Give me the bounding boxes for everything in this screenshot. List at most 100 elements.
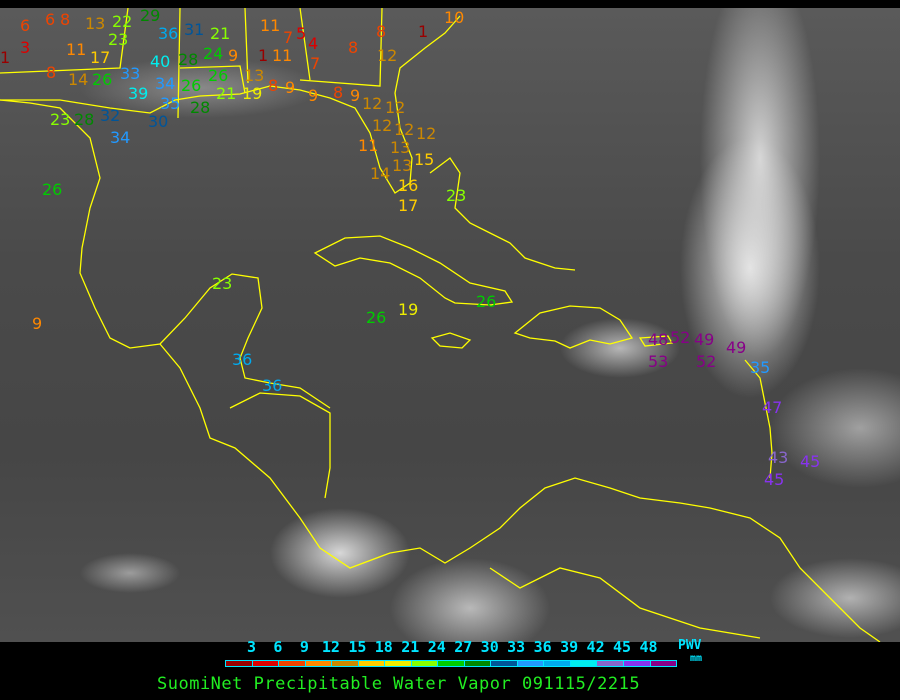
station-pwv-label: 13 — [85, 14, 106, 33]
honduras-coast — [229, 392, 331, 499]
station-pwv-label: 26 — [92, 70, 113, 89]
station-pwv-label: 12 — [377, 46, 398, 65]
station-pwv-label: 36 — [262, 376, 283, 395]
bahamas — [429, 157, 576, 271]
scale-tick-label: 15 — [348, 638, 367, 656]
station-pwv-label: 8 — [376, 22, 387, 41]
station-pwv-label: 13 — [244, 66, 265, 85]
station-pwv-label: 8 — [348, 38, 359, 57]
scale-swatch — [650, 661, 677, 666]
cuba — [313, 235, 514, 306]
scale-swatch — [385, 661, 412, 666]
scale-swatch — [252, 661, 280, 666]
station-pwv-label: 9 — [285, 78, 296, 97]
station-pwv-label: 9 — [350, 86, 361, 105]
station-pwv-label: 34 — [110, 128, 131, 147]
jamaica — [430, 332, 472, 349]
scale-tick-label: 33 — [507, 638, 526, 656]
station-pwv-label: 11 — [260, 16, 281, 35]
station-pwv-label: 12 — [394, 120, 415, 139]
station-pwv-label: 19 — [398, 300, 419, 319]
scale-swatch — [597, 661, 624, 666]
scale-swatch — [332, 661, 359, 666]
station-pwv-label: 52 — [670, 328, 691, 347]
scale-swatch — [226, 661, 253, 666]
scale-swatch — [438, 661, 465, 666]
station-pwv-label: 33 — [120, 64, 141, 83]
scale-tick-label: 36 — [533, 638, 552, 656]
station-pwv-label: 23 — [108, 30, 129, 49]
station-pwv-label: 45 — [764, 470, 785, 489]
station-pwv-label: 9 — [228, 46, 239, 65]
scale-swatch — [464, 661, 492, 666]
station-pwv-label: 12 — [385, 98, 406, 117]
station-pwv-label: 49 — [726, 338, 747, 357]
scale-swatch — [491, 661, 518, 666]
scale-tick-label: 6 — [273, 638, 283, 656]
station-pwv-label: 23 — [212, 274, 233, 293]
scale-tick-label: 21 — [401, 638, 420, 656]
station-pwv-label: 12 — [372, 116, 393, 135]
station-pwv-label: 10 — [444, 8, 465, 27]
station-pwv-label: 26 — [208, 66, 229, 85]
station-pwv-label: 8 — [60, 10, 71, 29]
station-pwv-label: 30 — [148, 112, 169, 131]
station-pwv-label: 26 — [476, 292, 497, 311]
station-pwv-label: 47 — [762, 398, 783, 417]
satellite-imagery — [0, 8, 900, 642]
scale-tick-label: 24 — [427, 638, 446, 656]
station-pwv-label: 9 — [32, 314, 43, 333]
station-pwv-label: 17 — [398, 196, 419, 215]
us-gulf-north-coast — [0, 15, 461, 194]
state-borders — [0, 8, 383, 119]
station-pwv-label: 26 — [42, 180, 63, 199]
station-pwv-label: 21 — [210, 24, 231, 43]
lesser-antilles — [744, 359, 773, 479]
scale-tick-label: 42 — [586, 638, 605, 656]
hispaniola — [513, 305, 634, 349]
scale-tick-label: 30 — [480, 638, 499, 656]
scale-tick-label: 3 — [246, 638, 256, 656]
station-pwv-label: 31 — [184, 20, 205, 39]
station-pwv-label: 21 — [216, 84, 237, 103]
gulf-coast — [0, 99, 331, 409]
scale-swatch — [517, 661, 545, 666]
scale-tick-label: 18 — [374, 638, 393, 656]
scale-tick-label: 9 — [299, 638, 309, 656]
station-pwv-label: 28 — [74, 110, 95, 129]
station-pwv-label: 28 — [190, 98, 211, 117]
color-scale-ticks: 3 6 9 12 15 18 21 24 27 30 33 36 39 42 45 48 — [225, 640, 685, 656]
station-pwv-label: 39 — [128, 84, 149, 103]
station-pwv-label: 16 — [398, 176, 419, 195]
station-pwv-label: 11 — [66, 40, 87, 59]
station-pwv-label: 9 — [308, 86, 319, 105]
station-pwv-label: 1 — [0, 48, 11, 67]
station-pwv-label: 49 — [694, 330, 715, 349]
puerto-rico — [638, 335, 674, 347]
scale-swatch — [570, 661, 598, 666]
station-pwv-label: 1 — [258, 46, 269, 65]
station-pwv-label: 14 — [370, 164, 391, 183]
station-pwv-label: 35 — [750, 358, 771, 377]
station-pwv-label: 13 — [390, 138, 411, 157]
station-pwv-label: 19 — [242, 84, 263, 103]
scale-swatch — [279, 661, 306, 666]
station-pwv-label: 43 — [768, 448, 789, 467]
station-pwv-label: 48 — [648, 330, 669, 349]
station-pwv-label: 28 — [178, 50, 199, 69]
station-pwv-label: 36 — [158, 24, 179, 43]
station-pwv-label: 8 — [268, 76, 279, 95]
scale-swatch — [305, 661, 333, 666]
color-scale-bar — [225, 660, 677, 667]
station-pwv-label: 17 — [90, 48, 111, 67]
station-pwv-label: 35 — [160, 94, 181, 113]
scale-tick-label: 27 — [454, 638, 473, 656]
scale-tick-label: 48 — [639, 638, 658, 656]
station-pwv-label: 6 — [20, 16, 31, 35]
station-pwv-label: 52 — [696, 352, 717, 371]
station-pwv-label: 32 — [100, 106, 121, 125]
station-pwv-label: 26 — [366, 308, 387, 327]
scale-swatch — [358, 661, 386, 666]
station-pwv-label: 8 — [46, 63, 57, 82]
station-pwv-label: 53 — [648, 352, 669, 371]
